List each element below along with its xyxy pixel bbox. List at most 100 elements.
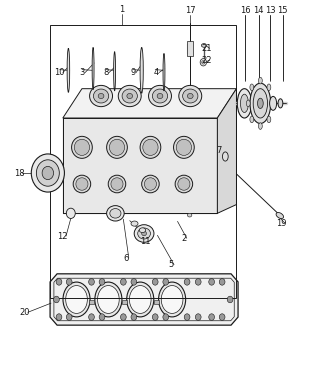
Circle shape [184, 279, 190, 285]
Circle shape [196, 279, 201, 285]
Ellipse shape [270, 96, 276, 110]
Text: 12: 12 [58, 231, 68, 241]
Circle shape [200, 59, 206, 66]
Ellipse shape [159, 282, 186, 317]
Circle shape [99, 314, 105, 321]
Ellipse shape [250, 116, 254, 123]
Text: 20: 20 [19, 308, 30, 317]
Circle shape [36, 160, 59, 186]
Ellipse shape [152, 89, 168, 103]
Polygon shape [50, 274, 238, 325]
Ellipse shape [179, 85, 202, 107]
Ellipse shape [108, 175, 126, 193]
Ellipse shape [109, 139, 124, 155]
Text: 13: 13 [265, 7, 275, 15]
Circle shape [89, 314, 94, 321]
Ellipse shape [250, 84, 254, 91]
Ellipse shape [142, 175, 159, 193]
Circle shape [152, 314, 158, 321]
Ellipse shape [74, 139, 90, 155]
Text: 11: 11 [140, 237, 151, 247]
Ellipse shape [73, 175, 91, 193]
Circle shape [131, 279, 137, 285]
Polygon shape [63, 118, 217, 213]
Text: 18: 18 [14, 169, 25, 177]
Circle shape [89, 279, 94, 285]
Ellipse shape [237, 89, 252, 118]
Ellipse shape [98, 93, 104, 99]
Circle shape [219, 279, 225, 285]
Ellipse shape [140, 136, 161, 158]
Circle shape [121, 279, 126, 285]
Bar [187, 41, 194, 56]
Circle shape [209, 314, 214, 321]
Text: 21: 21 [201, 44, 212, 53]
Text: 16: 16 [240, 7, 251, 15]
Text: 14: 14 [253, 7, 264, 15]
Ellipse shape [270, 100, 274, 107]
Ellipse shape [201, 43, 206, 47]
Ellipse shape [250, 83, 271, 124]
Ellipse shape [127, 93, 132, 99]
Ellipse shape [134, 225, 154, 242]
Bar [122, 300, 127, 304]
Text: 17: 17 [185, 7, 196, 15]
Ellipse shape [92, 47, 94, 89]
Ellipse shape [129, 286, 151, 314]
Ellipse shape [114, 52, 116, 91]
Circle shape [152, 279, 158, 285]
Polygon shape [63, 89, 236, 118]
Ellipse shape [176, 139, 192, 155]
Bar [89, 300, 94, 304]
Ellipse shape [95, 282, 122, 317]
Ellipse shape [107, 136, 127, 158]
Circle shape [31, 154, 64, 192]
Text: 10: 10 [54, 68, 65, 77]
Ellipse shape [267, 84, 271, 91]
Ellipse shape [163, 53, 165, 91]
Ellipse shape [98, 286, 119, 314]
Ellipse shape [161, 286, 183, 314]
Circle shape [227, 296, 233, 303]
Text: 7: 7 [216, 146, 222, 155]
Circle shape [163, 279, 169, 285]
Circle shape [99, 279, 105, 285]
Circle shape [56, 314, 62, 321]
Ellipse shape [258, 98, 263, 109]
Ellipse shape [90, 85, 113, 107]
Ellipse shape [148, 85, 172, 107]
Ellipse shape [240, 94, 248, 113]
Text: 5: 5 [168, 260, 173, 269]
Ellipse shape [259, 77, 262, 84]
Ellipse shape [144, 178, 156, 190]
Text: 1: 1 [119, 6, 124, 14]
Ellipse shape [131, 221, 138, 226]
Circle shape [53, 296, 59, 303]
Polygon shape [217, 89, 236, 213]
Ellipse shape [118, 85, 141, 107]
Ellipse shape [188, 93, 193, 99]
Ellipse shape [107, 206, 124, 221]
Ellipse shape [157, 93, 163, 99]
Ellipse shape [72, 136, 92, 158]
Circle shape [202, 60, 205, 64]
Ellipse shape [173, 136, 194, 158]
Circle shape [219, 314, 225, 321]
Circle shape [66, 208, 75, 219]
Ellipse shape [278, 99, 283, 108]
Bar [50, 25, 236, 298]
Ellipse shape [122, 89, 137, 103]
Circle shape [196, 314, 201, 321]
Text: 8: 8 [103, 68, 108, 77]
Text: 9: 9 [130, 68, 136, 77]
Ellipse shape [66, 286, 87, 314]
Ellipse shape [67, 48, 70, 92]
Ellipse shape [139, 228, 146, 233]
Text: 19: 19 [276, 219, 287, 228]
Ellipse shape [138, 228, 150, 239]
Ellipse shape [183, 89, 198, 103]
Circle shape [163, 314, 169, 321]
Ellipse shape [63, 282, 90, 317]
Ellipse shape [259, 123, 262, 130]
Circle shape [66, 279, 72, 285]
